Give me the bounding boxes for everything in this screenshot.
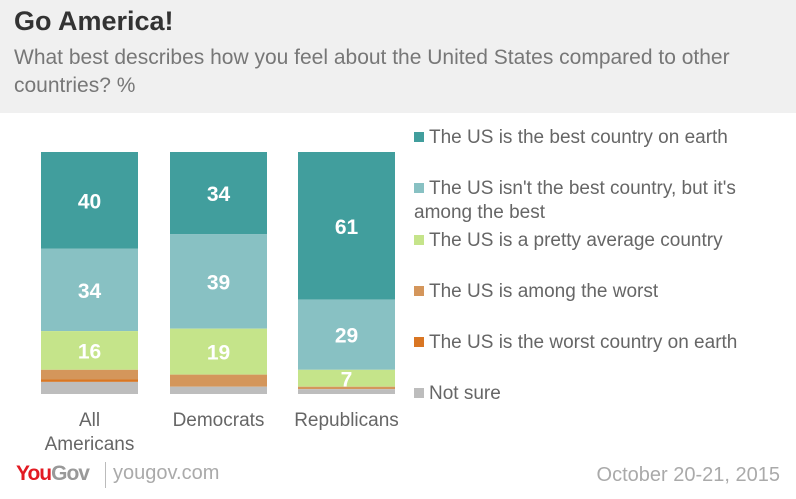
legend-item: The US is the best country on earth bbox=[414, 126, 789, 150]
legend-label: Not sure bbox=[429, 383, 501, 404]
bar-segment bbox=[170, 328, 267, 375]
bar-segment bbox=[41, 331, 138, 370]
data-label: 61 bbox=[335, 216, 359, 239]
legend-swatch bbox=[414, 286, 424, 296]
data-label: 7 bbox=[341, 368, 353, 391]
bar-segment bbox=[298, 389, 395, 394]
bar-segment bbox=[298, 369, 395, 387]
bar-segment bbox=[298, 152, 395, 300]
header: Go America! What best describes how you … bbox=[0, 0, 796, 113]
legend-item: The US is among the worst bbox=[414, 280, 789, 304]
data-label: 16 bbox=[78, 340, 101, 363]
legend-swatch bbox=[414, 183, 424, 193]
data-label: 19 bbox=[207, 342, 230, 365]
legend-label: The US isn't the best country, but it's … bbox=[414, 178, 736, 223]
legend-swatch bbox=[414, 337, 424, 347]
category-label: Republicans bbox=[294, 410, 399, 431]
bar-segment bbox=[41, 369, 138, 380]
data-label: 39 bbox=[207, 271, 230, 294]
bar-segment bbox=[170, 386, 267, 394]
chart-subtitle: What best describes how you feel about t… bbox=[14, 46, 730, 97]
footer-date: October 20-21, 2015 bbox=[596, 464, 780, 486]
legend-item: Not sure bbox=[414, 382, 789, 406]
legend-swatch bbox=[414, 235, 424, 245]
legend-label: The US is the worst country on earth bbox=[429, 332, 738, 353]
data-label: 34 bbox=[207, 183, 231, 206]
legend-item: The US is a pretty average country bbox=[414, 229, 789, 253]
data-label: 34 bbox=[78, 280, 102, 303]
legend-label: The US is among the worst bbox=[429, 281, 659, 302]
data-label: 29 bbox=[335, 325, 358, 348]
bar-segment bbox=[41, 379, 138, 382]
bar-segment bbox=[170, 234, 267, 329]
bar-segment bbox=[170, 152, 267, 235]
category-label: All Americans bbox=[45, 410, 135, 455]
footer-divider bbox=[105, 462, 106, 488]
bar-segment bbox=[170, 374, 267, 387]
bar-segment bbox=[298, 299, 395, 370]
chart-title: Go America! bbox=[14, 6, 174, 36]
legend-item: The US isn't the best country, but it's … bbox=[414, 177, 789, 225]
legend-swatch bbox=[414, 132, 424, 142]
legend-swatch bbox=[414, 388, 424, 398]
bar-segment bbox=[41, 381, 138, 394]
footer-url[interactable]: yougov.com bbox=[113, 462, 220, 484]
bar-segment bbox=[41, 248, 138, 332]
legend-item: The US is the worst country on earth bbox=[414, 331, 789, 355]
category-label: Democrats bbox=[173, 410, 265, 431]
bar-segment bbox=[41, 152, 138, 249]
data-label: 40 bbox=[78, 190, 101, 213]
legend-label: The US is a pretty average country bbox=[429, 230, 723, 251]
bar-segment bbox=[298, 386, 395, 390]
legend-label: The US is the best country on earth bbox=[429, 127, 728, 148]
yougov-logo: YouGov bbox=[16, 462, 90, 485]
